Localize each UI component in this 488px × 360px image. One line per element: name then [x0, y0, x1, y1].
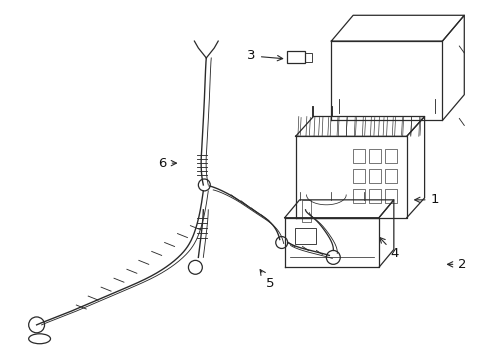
Bar [384, 149, 396, 163]
Bar [368, 149, 380, 163]
Bar [286, 51, 304, 63]
Text: 2: 2 [447, 258, 466, 271]
Text: 1: 1 [414, 193, 438, 206]
Bar [304, 53, 312, 62]
Bar [384, 169, 396, 183]
Bar [384, 189, 396, 203]
Bar [352, 169, 365, 183]
Bar [294, 228, 316, 243]
Text: 3: 3 [247, 49, 282, 63]
Text: 6: 6 [158, 157, 176, 170]
Text: 4: 4 [379, 238, 398, 261]
Bar [368, 169, 380, 183]
Text: 5: 5 [260, 270, 273, 290]
Bar [301, 200, 311, 222]
Bar [352, 189, 365, 203]
Bar [352, 149, 365, 163]
Bar [368, 189, 380, 203]
